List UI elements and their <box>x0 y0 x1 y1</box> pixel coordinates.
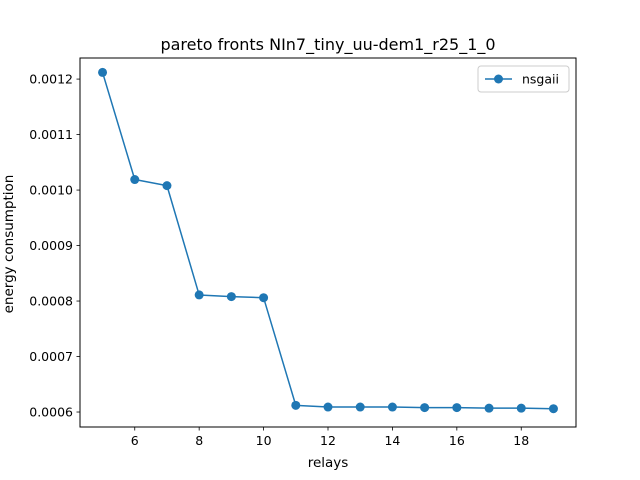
x-tick-label: 6 <box>131 433 139 448</box>
chart-title: pareto fronts NIn7_tiny_uu-dem1_r25_1_0 <box>160 35 495 55</box>
x-tick-label: 18 <box>513 433 529 448</box>
legend: nsgaii <box>477 65 570 93</box>
data-point <box>226 292 236 302</box>
x-tick-label: 10 <box>256 433 272 448</box>
y-tick-label: 0.0008 <box>29 294 73 309</box>
legend-marker-nsgaii <box>494 74 503 84</box>
data-point <box>484 403 494 413</box>
y-tick-label: 0.0012 <box>29 72 73 87</box>
plot-frame <box>79 57 577 428</box>
axis-ticks: 6 8 10 12 14 16 18 0.0006 0.0007 0.0008 0.0009 0.00… <box>29 72 529 448</box>
y-tick-label: 0.0007 <box>29 349 73 364</box>
data-point <box>387 402 397 412</box>
data-point <box>452 403 462 413</box>
data-point <box>516 403 526 413</box>
y-tick-label: 0.0009 <box>29 238 73 253</box>
x-axis-label: relays <box>308 455 349 471</box>
y-axis-label: energy consumption <box>1 175 17 314</box>
x-tick-label: 16 <box>449 433 465 448</box>
data-point <box>98 67 108 77</box>
legend-label-nsgaii: nsgaii <box>522 72 559 87</box>
data-point <box>355 402 365 412</box>
data-point <box>323 402 333 412</box>
data-point <box>194 290 204 300</box>
y-tick-label: 0.0006 <box>29 405 73 420</box>
data-point <box>130 175 140 185</box>
y-tick-label: 0.0011 <box>29 127 73 142</box>
data-point <box>259 293 269 303</box>
data-point <box>291 400 301 410</box>
series-group <box>98 67 558 414</box>
data-point <box>420 403 430 413</box>
legend-box <box>477 65 570 93</box>
data-point <box>548 404 558 414</box>
x-tick-label: 12 <box>320 433 336 448</box>
x-tick-label: 14 <box>384 433 400 448</box>
y-tick-label: 0.0010 <box>29 183 73 198</box>
data-point <box>162 181 172 191</box>
x-tick-label: 8 <box>195 433 203 448</box>
